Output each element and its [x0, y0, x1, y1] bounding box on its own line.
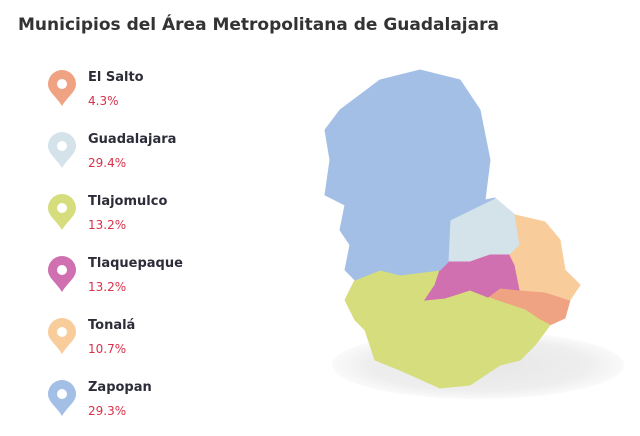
item-name: Tlaquepaque: [88, 256, 183, 271]
pin-dot: [57, 79, 67, 89]
item-share: 10.7%: [88, 342, 126, 356]
legend: El Salto 4.3% Guadalajara 29.4% Tlajomulco 13…: [48, 70, 183, 418]
item-share: 13.2%: [88, 218, 126, 232]
item-share: 4.3%: [88, 94, 119, 108]
region: [324, 69, 496, 281]
pin-dot: [57, 265, 67, 275]
title: Municipios del Área Metropolitana de Gua…: [18, 13, 499, 35]
item-name: Zapopan: [88, 380, 152, 395]
item-share: 29.3%: [88, 404, 126, 418]
item-name: Tlajomulco: [88, 194, 167, 209]
item-share: 29.4%: [88, 156, 126, 170]
item-name: El Salto: [88, 70, 144, 85]
pin-dot: [57, 203, 67, 213]
item-share: 13.2%: [88, 280, 126, 294]
pin-dot: [57, 389, 67, 399]
pin-dot: [57, 141, 67, 151]
region: [509, 214, 581, 301]
item-name: Tonalá: [88, 318, 135, 333]
map: [324, 69, 581, 389]
region: [423, 254, 521, 301]
item-name: Guadalajara: [88, 132, 176, 147]
pin-dot: [57, 327, 67, 337]
